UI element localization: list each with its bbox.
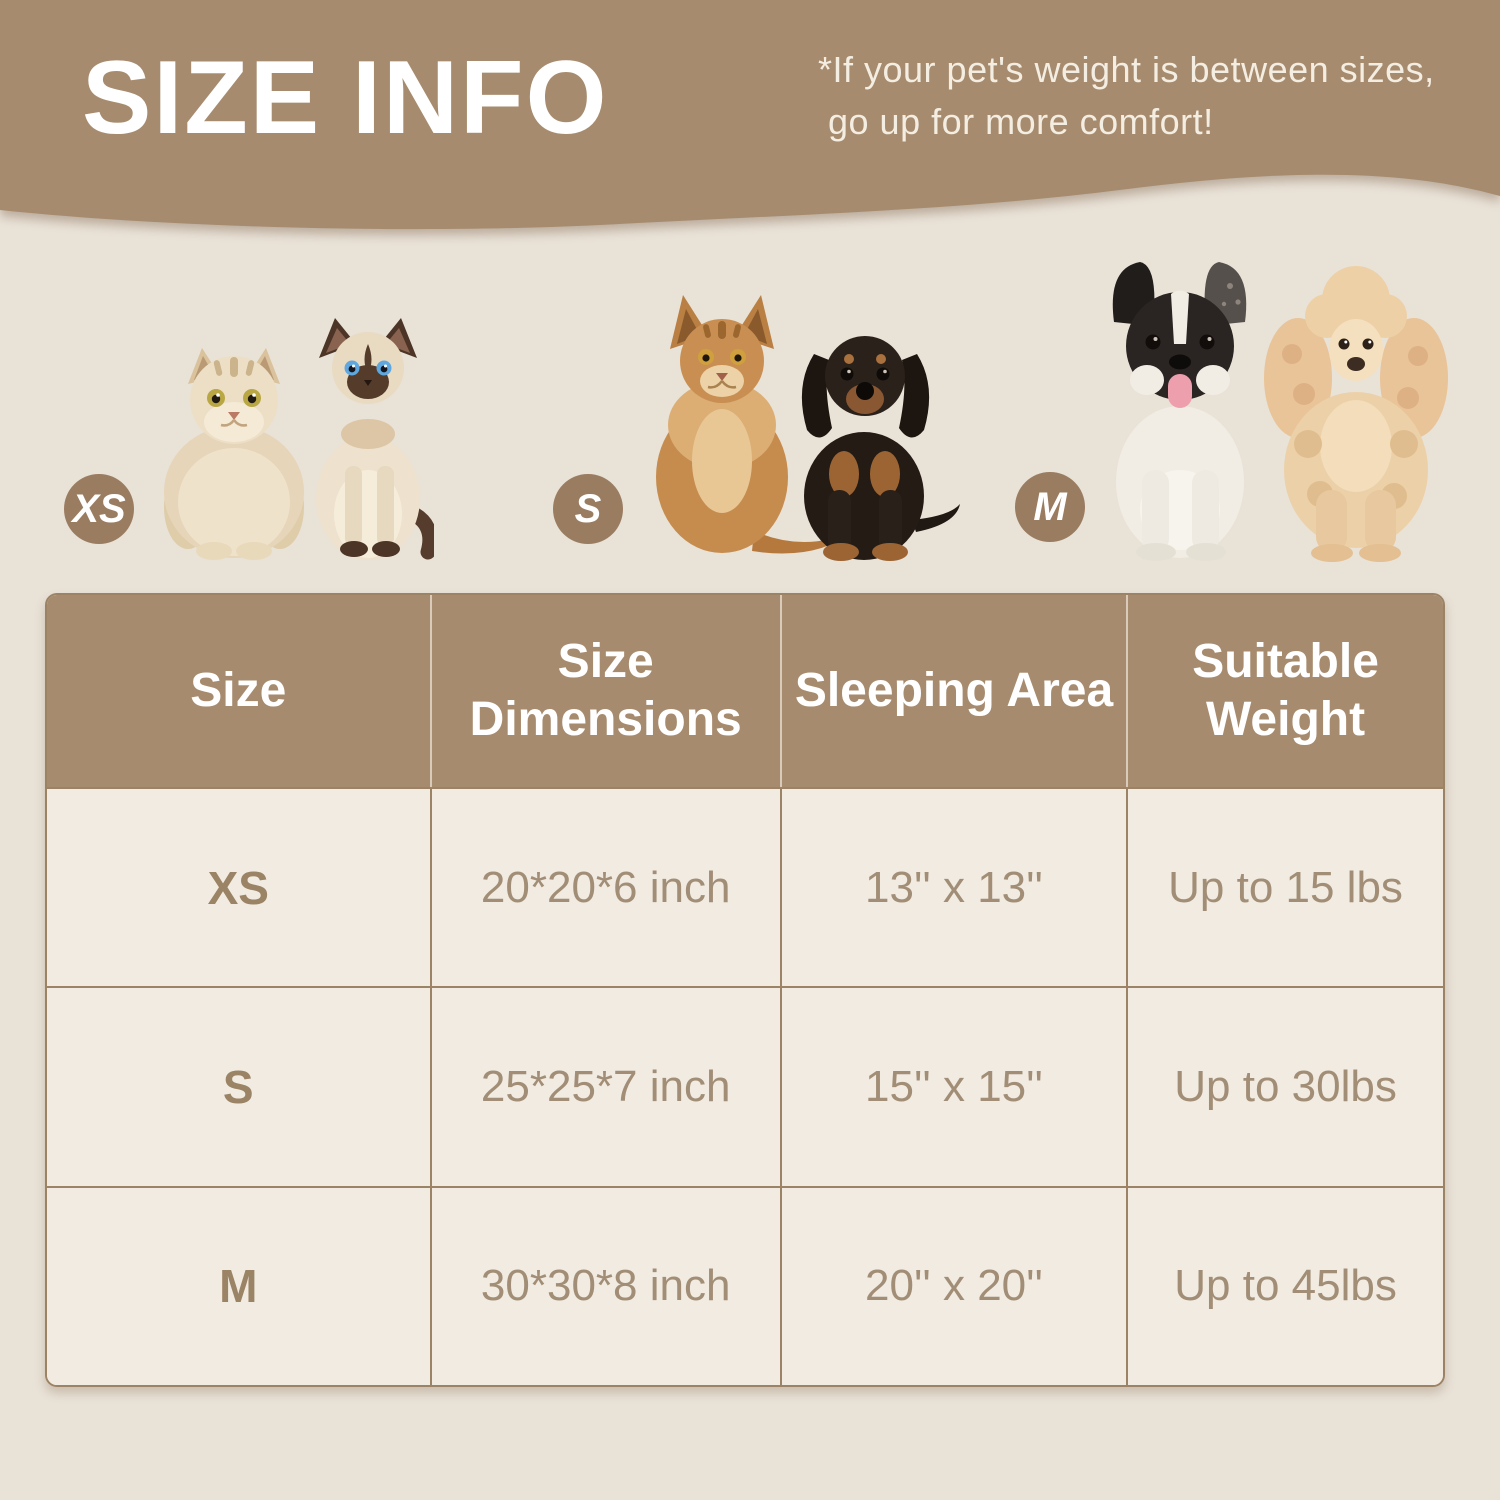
- badge-m: M: [1015, 472, 1085, 542]
- dachshund-dog-photo: [772, 318, 962, 562]
- siamese-cat-photo: [306, 316, 434, 564]
- column-header-dimensions: Size Dimensions: [429, 595, 780, 787]
- row-m-weight: Up to 45lbs: [1126, 1185, 1443, 1385]
- row-s-dimensions: 25*25*7 inch: [429, 986, 780, 1186]
- row-xs-sleeping-area: 13'' x 13'': [779, 787, 1127, 987]
- size-note: *If your pet's weight is between sizes, …: [818, 44, 1435, 148]
- maine-coon-cat-photo: [636, 295, 866, 558]
- row-m-dimensions: 30*30*8 inch: [429, 1185, 780, 1385]
- row-xs-weight: Up to 15 lbs: [1126, 787, 1443, 987]
- banner-wave-background: [0, 0, 1500, 230]
- persian-cat-photo: [158, 342, 310, 562]
- row-xs-dimensions: 20*20*6 inch: [429, 787, 780, 987]
- row-s-sleeping-area: 15'' x 15'': [779, 986, 1127, 1186]
- row-m-sleeping-area: 20'' x 20'': [779, 1185, 1127, 1385]
- size-note-line-2: go up for more comfort!: [828, 101, 1214, 143]
- badge-xs: XS: [64, 474, 134, 544]
- column-header-sleeping-area: Sleeping Area: [779, 595, 1127, 787]
- column-header-suitable-weight: Suitable Weight: [1126, 595, 1443, 787]
- french-bulldog-photo: [1092, 252, 1267, 562]
- row-m-size: M: [47, 1185, 430, 1385]
- row-s-size: S: [47, 986, 430, 1186]
- row-s-weight: Up to 30lbs: [1126, 986, 1443, 1186]
- badge-s: S: [553, 474, 623, 544]
- column-header-size: Size: [47, 595, 430, 787]
- page-title: SIZE INFO: [82, 40, 609, 156]
- poodle-dog-photo: [1256, 258, 1456, 562]
- row-xs-size: XS: [47, 787, 430, 987]
- size-note-line-1: *If your pet's weight is between sizes,: [818, 49, 1435, 90]
- size-table: Size Size Dimensions Sleeping Area Suita…: [45, 593, 1445, 1387]
